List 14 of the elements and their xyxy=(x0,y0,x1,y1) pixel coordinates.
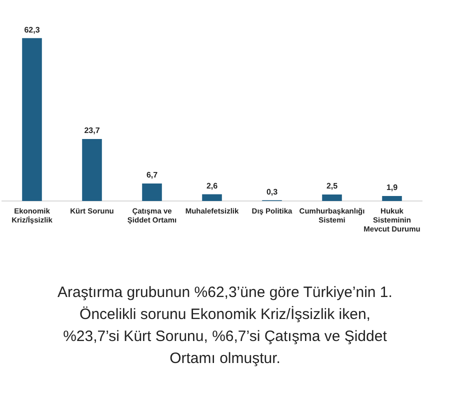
data-label: 0,3 xyxy=(266,187,278,196)
bar xyxy=(202,194,222,201)
bar xyxy=(82,139,102,201)
data-label: 6,7 xyxy=(146,170,158,180)
data-label: 2,6 xyxy=(206,181,218,190)
bar xyxy=(22,38,42,201)
data-label: 23,7 xyxy=(84,126,100,136)
text: Araştırma grubunun %62,3’üne göre Türkiye’nin 1. Öncelikli sorunu Ekonomik Kriz/İşsizlik iken, %23,7’si Kürt Sorunu, %6,7’si Çatışma ve Şiddet Ortamı olmuştur. xyxy=(56,283,394,369)
data-label: 62,3 xyxy=(24,25,40,34)
data-label: 2,5 xyxy=(326,182,338,191)
data-label: 1,9 xyxy=(386,183,398,192)
bar xyxy=(382,196,402,201)
bar xyxy=(142,183,162,201)
bar xyxy=(322,194,342,201)
